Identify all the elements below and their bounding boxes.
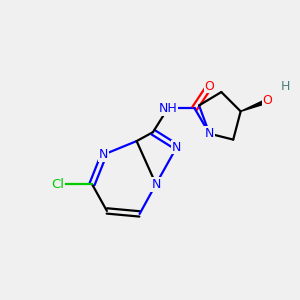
Text: O: O (262, 94, 272, 107)
Text: N: N (172, 140, 182, 154)
Text: H: H (280, 80, 290, 93)
Polygon shape (241, 99, 268, 111)
Text: N: N (151, 178, 160, 191)
Text: N: N (99, 148, 109, 161)
Text: O: O (205, 80, 214, 93)
Text: Cl: Cl (51, 178, 64, 191)
Text: N: N (205, 127, 214, 140)
Text: NH: NH (158, 102, 177, 115)
